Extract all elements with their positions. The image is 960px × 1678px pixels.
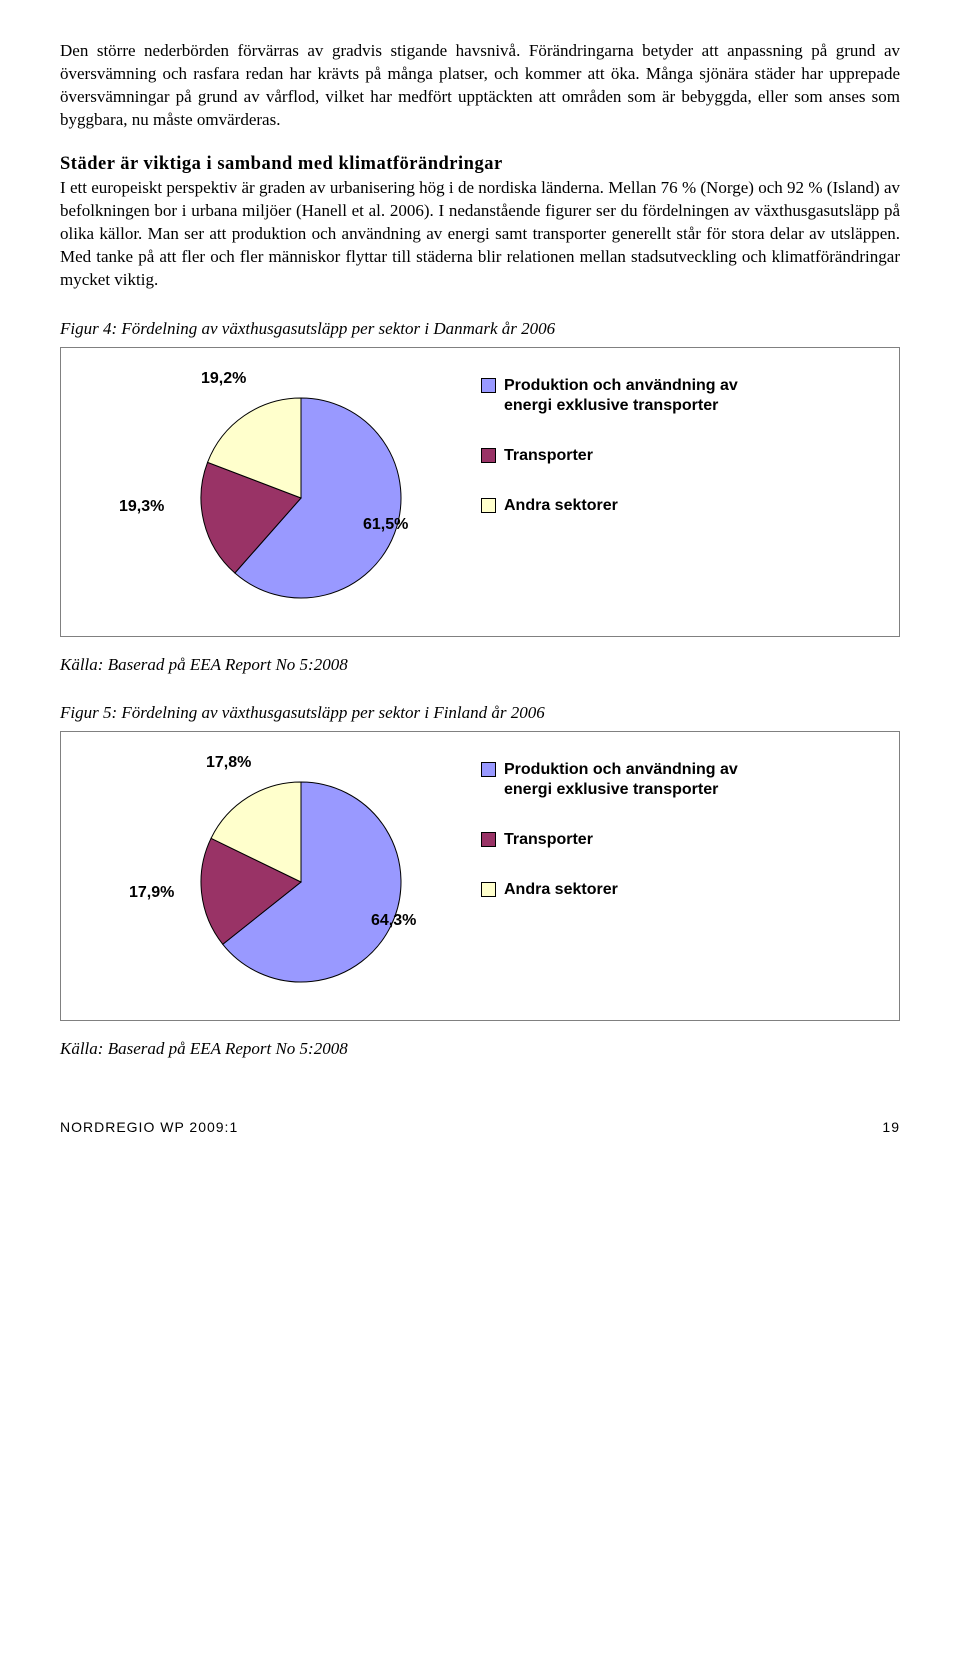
legend-label: Transporter — [504, 446, 593, 466]
legend-label: Produktion och användning avenergi exklu… — [504, 760, 738, 800]
legend-swatch — [481, 882, 496, 897]
legend-label: Andra sektorer — [504, 496, 618, 516]
page-footer: NORDREGIO WP 2009:1 19 — [60, 1119, 900, 1135]
legend-item: Transporter — [481, 446, 738, 466]
figure4-legend: Produktion och användning avenergi exklu… — [481, 368, 738, 546]
figure4-pie-area: 19,2% 19,3% 61,5% — [81, 368, 481, 618]
pie-label: 19,3% — [119, 498, 164, 516]
figure4-box: 19,2% 19,3% 61,5% Produktion och användnin… — [60, 347, 900, 637]
legend-label: Transporter — [504, 830, 593, 850]
legend-swatch — [481, 498, 496, 513]
section-heading: Städer är viktiga i samband med klimatfö… — [60, 154, 900, 175]
legend-swatch — [481, 832, 496, 847]
figure5-caption: Figur 5: Fördelning av växthusgasutsläpp… — [60, 703, 900, 723]
pie-label: 17,8% — [206, 754, 251, 772]
paragraph-1: Den större nederbörden förvärras av grad… — [60, 40, 900, 132]
legend-label: Produktion och användning avenergi exklu… — [504, 376, 738, 416]
legend-item: Transporter — [481, 830, 738, 850]
footer-page-number: 19 — [882, 1119, 900, 1135]
legend-item: Produktion och användning avenergi exklu… — [481, 376, 738, 416]
figure4-caption: Figur 4: Fördelning av växthusgasutsläpp… — [60, 319, 900, 339]
figure5-pie-chart — [81, 752, 481, 1012]
pie-label: 17,9% — [129, 884, 174, 902]
legend-item: Produktion och användning avenergi exklu… — [481, 760, 738, 800]
pie-label: 19,2% — [201, 370, 246, 388]
legend-swatch — [481, 378, 496, 393]
legend-swatch — [481, 448, 496, 463]
figure5-source: Källa: Baserad på EEA Report No 5:2008 — [60, 1039, 900, 1059]
figure5-legend: Produktion och användning avenergi exklu… — [481, 752, 738, 930]
figure5-box: 17,8% 17,9% 64,3% Produktion och användnin… — [60, 731, 900, 1021]
figure4-source: Källa: Baserad på EEA Report No 5:2008 — [60, 655, 900, 675]
legend-item: Andra sektorer — [481, 496, 738, 516]
figure5-pie-area: 17,8% 17,9% 64,3% — [81, 752, 481, 1002]
legend-label: Andra sektorer — [504, 880, 618, 900]
legend-item: Andra sektorer — [481, 880, 738, 900]
paragraph-2: I ett europeiskt perspektiv är graden av… — [60, 177, 900, 292]
footer-left: NORDREGIO WP 2009:1 — [60, 1119, 238, 1135]
legend-swatch — [481, 762, 496, 777]
pie-label: 61,5% — [363, 516, 408, 534]
pie-label: 64,3% — [371, 912, 416, 930]
